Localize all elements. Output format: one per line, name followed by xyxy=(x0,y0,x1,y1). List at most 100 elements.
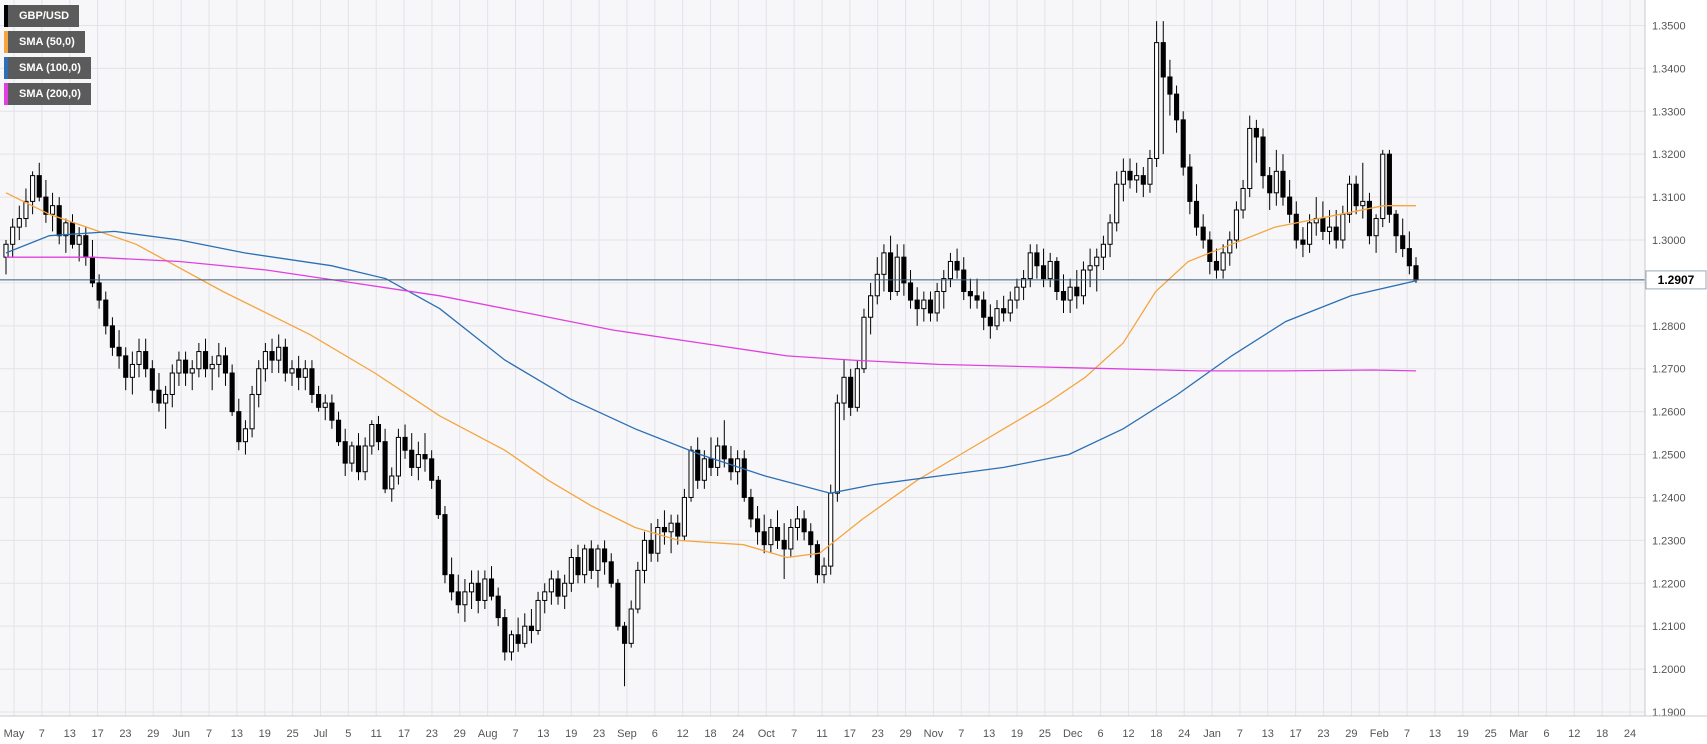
candle-body xyxy=(143,351,149,370)
candle-body xyxy=(967,290,973,297)
x-tick-label: 29 xyxy=(147,728,159,740)
x-tick-label: 7 xyxy=(39,728,45,740)
candle-body xyxy=(30,175,36,202)
legend-item-gbpusd[interactable]: GBP/USD xyxy=(4,5,80,27)
candle-body xyxy=(927,299,934,314)
candle-body xyxy=(355,445,362,473)
candle-body xyxy=(49,205,56,215)
candle-body xyxy=(1333,226,1339,241)
candle-body xyxy=(641,539,648,571)
candle-body xyxy=(335,419,342,443)
candle-body xyxy=(1293,213,1299,241)
candle-body xyxy=(548,578,554,593)
x-tick-label: 6 xyxy=(1098,728,1104,740)
candle-body xyxy=(1047,260,1053,280)
y-tick-label: 1.3200 xyxy=(1652,149,1686,161)
candle-body xyxy=(914,299,920,310)
candle-body xyxy=(748,496,754,520)
candle-body xyxy=(316,393,322,408)
candle-body xyxy=(342,441,348,464)
candle-body xyxy=(721,445,727,460)
candle-body xyxy=(628,608,634,644)
candle-body xyxy=(655,526,661,554)
x-tick-label: 13 xyxy=(983,728,995,740)
candle-body xyxy=(415,454,421,468)
candle-body xyxy=(369,424,375,447)
candle-body xyxy=(183,359,189,374)
candle-body xyxy=(874,273,880,297)
candle-body xyxy=(149,368,155,391)
candle-body xyxy=(442,514,448,576)
candle-body xyxy=(1094,256,1100,267)
candle-body xyxy=(276,346,282,361)
candle-body xyxy=(961,269,967,292)
y-tick-label: 1.2000 xyxy=(1652,664,1686,676)
candle-body xyxy=(987,316,993,327)
candle-body xyxy=(116,346,122,357)
legend-item-sma50[interactable]: SMA (50,0) xyxy=(4,31,85,53)
candle-body xyxy=(1380,153,1386,220)
x-tick-label: 13 xyxy=(1262,728,1274,740)
candle-body xyxy=(794,518,801,528)
y-tick-label: 1.3000 xyxy=(1652,235,1686,247)
y-tick-label: 1.3500 xyxy=(1652,20,1686,32)
y-tick-label: 1.2700 xyxy=(1652,364,1686,376)
candle-body xyxy=(828,492,834,567)
candle-body xyxy=(1213,260,1220,271)
candle-body xyxy=(302,368,308,378)
candle-body xyxy=(109,325,115,348)
y-tick-label: 1.3100 xyxy=(1652,192,1686,204)
candle-body xyxy=(389,475,395,490)
y-tick-label: 1.2600 xyxy=(1652,407,1686,419)
x-tick-label: 29 xyxy=(1345,728,1357,740)
x-tick-label: 24 xyxy=(1178,728,1190,740)
x-tick-label: 19 xyxy=(1011,728,1023,740)
candle-body xyxy=(1280,170,1286,198)
candle-body xyxy=(675,522,681,537)
x-tick-label: Oct xyxy=(758,728,775,740)
legend-item-sma100[interactable]: SMA (100,0) xyxy=(4,57,91,79)
candle-body xyxy=(821,565,827,576)
x-tick-label: 23 xyxy=(426,728,438,740)
candle-body xyxy=(136,351,142,365)
x-tick-label: 17 xyxy=(844,728,856,740)
candle-body xyxy=(595,548,601,571)
candle-body xyxy=(994,308,1000,327)
y-tick-label: 1.1900 xyxy=(1652,707,1686,719)
candle-body xyxy=(681,496,687,537)
x-tick-label: 11 xyxy=(370,728,381,740)
candle-body xyxy=(648,539,654,554)
candle-body xyxy=(169,372,175,395)
candle-body xyxy=(834,402,840,494)
candle-body xyxy=(36,175,42,198)
candle-body xyxy=(1107,222,1113,245)
x-tick-label: 5 xyxy=(345,728,351,740)
candle-body xyxy=(661,526,668,533)
candle-body xyxy=(1040,265,1047,280)
candle-body xyxy=(395,436,401,477)
legend-item-sma200[interactable]: SMA (200,0) xyxy=(4,83,91,105)
candle-body xyxy=(715,445,721,468)
candle-body xyxy=(582,548,588,576)
candle-body xyxy=(289,368,295,374)
x-tick-label: May xyxy=(4,728,25,740)
candle-body xyxy=(1267,175,1273,194)
candle-body xyxy=(10,226,16,245)
x-tick-label: 23 xyxy=(872,728,884,740)
candle-body xyxy=(515,634,521,644)
candle-body xyxy=(508,634,515,653)
candle-body xyxy=(1154,42,1160,159)
y-tick-label: 1.3300 xyxy=(1652,106,1686,118)
x-tick-label: Jan xyxy=(1203,728,1221,740)
candle-body xyxy=(449,574,455,593)
candle-body xyxy=(688,449,694,498)
candle-body xyxy=(495,595,501,619)
x-tick-label: 17 xyxy=(398,728,410,740)
candle-body xyxy=(635,569,641,610)
candle-body xyxy=(242,428,248,443)
candle-body xyxy=(761,531,767,546)
candles xyxy=(3,21,1419,687)
candle-body xyxy=(1021,278,1027,288)
candle-body xyxy=(1220,252,1226,271)
candle-body xyxy=(1227,239,1233,254)
